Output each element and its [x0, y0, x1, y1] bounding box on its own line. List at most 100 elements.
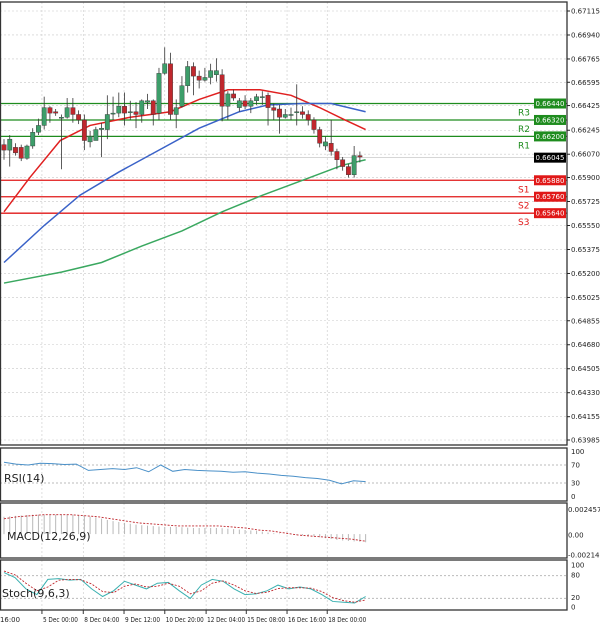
price-tick-label: 0.66425: [571, 102, 600, 110]
rsi-axis-label: 30: [571, 480, 580, 488]
candle-bearish: [70, 107, 76, 115]
candle-bullish: [282, 114, 288, 118]
level-price-value: 0.65760: [536, 193, 565, 201]
time-tick-label: 9 Dec 12:00: [125, 616, 160, 624]
price-tick-label: 0.66940: [571, 31, 600, 39]
candle-bullish: [30, 132, 36, 147]
price-tick-label: 0.66070: [571, 151, 600, 159]
candle-bullish: [104, 114, 110, 130]
price-tick-label: 0.64330: [571, 389, 600, 397]
price-tick-label: 0.65725: [571, 198, 600, 206]
time-tick-label: 15 Dec 08:00: [247, 616, 285, 624]
current-price-value: 0.66045: [536, 154, 565, 162]
candle-bearish: [191, 66, 196, 77]
time-tick-label: 12 Dec 04:00: [207, 616, 245, 624]
macd-axis-label: 0.00: [568, 532, 584, 540]
moving-average-line: [3, 158, 366, 284]
candle-bearish: [122, 106, 127, 114]
candle-bullish: [110, 112, 116, 115]
time-tick-label: 10 Dec 20:00: [166, 616, 204, 624]
candle-bearish: [231, 93, 236, 99]
time-tick-label: 16:00: [0, 616, 20, 624]
candles: [1, 47, 363, 178]
level-price-tag: [534, 175, 566, 186]
candle-bearish: [357, 155, 363, 158]
price-tick-label: 0.67115: [571, 8, 600, 16]
candle-bullish: [87, 136, 93, 143]
candle-bullish: [288, 114, 294, 116]
candle-bearish: [265, 95, 271, 108]
stoch-signal-line: [3, 570, 366, 603]
level-price-tag: [534, 208, 566, 219]
candle-bearish: [242, 100, 248, 107]
level-label-s3: S3: [518, 218, 529, 228]
level-price-value: 0.66200: [536, 133, 565, 141]
candle-bearish: [18, 147, 24, 159]
level-label-r1: R1: [518, 141, 530, 151]
level-price-tag: [534, 191, 566, 202]
level-label-r3: R3: [518, 109, 530, 119]
panel-frame-rsi: [0, 447, 568, 502]
candle-bearish: [53, 111, 59, 114]
candle-bullish: [213, 70, 219, 75]
candle-bearish: [317, 129, 323, 144]
candle-bearish: [76, 114, 82, 121]
stoch-axis-label: 0: [571, 604, 575, 612]
candle-bearish: [328, 143, 334, 152]
candle-bearish: [311, 119, 317, 130]
price-tick-label: 0.65025: [571, 294, 600, 302]
time-tick-label: 16 Dec 16:00: [288, 616, 326, 624]
rsi-axis-label: 70: [571, 462, 580, 470]
moving-average-line: [3, 89, 366, 213]
price-tick-label: 0.65375: [571, 246, 600, 254]
candle-bullish: [36, 125, 41, 133]
candle-bearish: [13, 147, 18, 154]
candle-bearish: [196, 75, 202, 81]
candle-bullish: [156, 73, 162, 114]
candle-bullish: [116, 106, 122, 114]
candle-bearish: [346, 166, 351, 175]
level-price-tags: 0.66440 0.66320 0.66200 0.65880 0.65760 0.656…: [534, 98, 566, 219]
candle-bullish: [7, 138, 13, 151]
candle-bullish: [225, 93, 231, 107]
indicator-panels: [0, 461, 567, 604]
candle-bullish: [185, 66, 191, 86]
candle-bearish: [334, 151, 340, 160]
candle-bearish: [277, 108, 282, 118]
stoch-axis-label: 100: [571, 562, 584, 570]
candle-bullish: [208, 70, 214, 78]
candle-bullish: [127, 111, 133, 113]
price-tick-label: 0.66765: [571, 55, 600, 63]
candle-bullish: [139, 100, 145, 115]
candle-bearish: [219, 74, 225, 107]
stoch-main-line: [3, 572, 366, 604]
candle-bearish: [1, 144, 7, 151]
rsi-axis-label: 0: [571, 493, 575, 501]
price-tick-label: 0.64855: [571, 317, 600, 325]
rsi-line: [3, 461, 366, 485]
panel-frames: [0, 1, 568, 611]
candle-bullish: [248, 100, 254, 107]
candle-bullish: [294, 111, 300, 113]
macd-signal-line: [3, 514, 366, 542]
support-resistance-levels: R3 R2 R1 S1 S2 S3: [0, 102, 567, 228]
candle-bullish: [145, 100, 150, 103]
price-tick-label: 0.65550: [571, 222, 600, 230]
candle-bullish: [93, 129, 99, 141]
time-tick-label: 8 Dec 04:00: [84, 616, 119, 624]
candle-bullish: [259, 96, 265, 98]
rsi-axis-label: 100: [571, 448, 584, 456]
panel-frame-macd: [0, 502, 568, 559]
level-price-tag: [534, 114, 566, 125]
price-axis: 0.67115 0.66940 0.66765 0.66595 0.66425 0.662…: [567, 8, 600, 612]
price-tick-label: 0.63985: [571, 437, 600, 445]
candle-bearish: [168, 63, 173, 115]
price-tick-label: 0.64505: [571, 365, 600, 373]
level-label-s1: S1: [518, 185, 529, 195]
panel-frame-stoch: [0, 559, 568, 611]
current-price-tag: [534, 152, 566, 163]
level-label-s2: S2: [518, 202, 529, 212]
candle-bullish: [179, 85, 185, 107]
moving-average-line: [3, 102, 366, 264]
